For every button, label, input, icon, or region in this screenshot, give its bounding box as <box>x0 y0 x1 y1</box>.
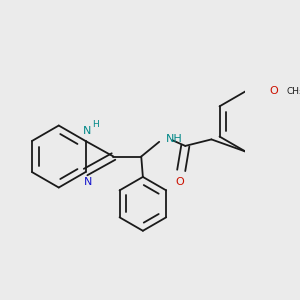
Text: NH: NH <box>166 134 182 144</box>
Text: H: H <box>92 120 99 129</box>
Text: CH₃: CH₃ <box>286 87 300 96</box>
Text: O: O <box>175 177 184 187</box>
Text: N: N <box>83 126 92 136</box>
Text: N: N <box>84 177 92 187</box>
Text: O: O <box>269 86 278 96</box>
